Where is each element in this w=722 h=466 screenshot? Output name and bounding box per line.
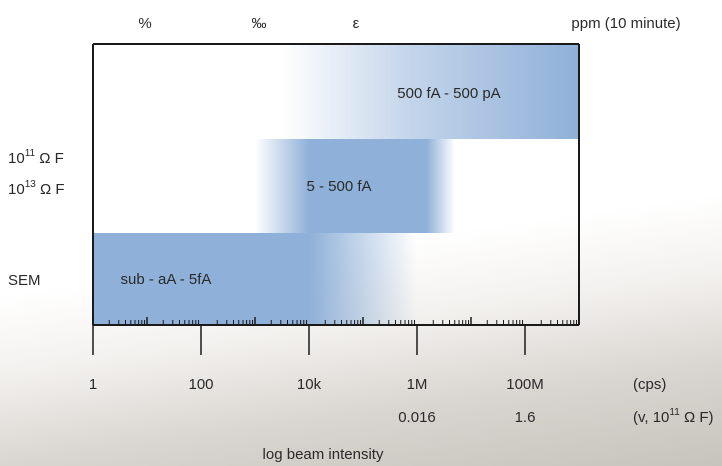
tick-label-1M: 1M	[407, 376, 428, 393]
bar-labels: 500 fA - 500 pA 5 - 500 fA sub - aA - 5f…	[121, 85, 501, 288]
tick-secondary-0.016: 0.016	[398, 409, 436, 426]
bar-label-sub-aa-5fa: sub - aA - 5fA	[121, 271, 212, 288]
top-labels: % ‰ ε ppm (10 minute)	[138, 15, 680, 32]
x-axis-ticks	[92, 317, 578, 355]
tick-label-10k: 10k	[297, 376, 322, 393]
row-label-sem: SEM	[8, 272, 41, 289]
plot-frame	[92, 43, 580, 326]
bar-2-fade	[309, 233, 417, 325]
row-labels: 1011 Ω F 1013 Ω F SEM	[8, 148, 65, 289]
x-axis-title: log beam intensity	[263, 446, 384, 463]
bar-1-solid	[309, 139, 427, 233]
bar-1-fade-right	[426, 139, 455, 233]
tick-label-1: 1	[89, 376, 97, 393]
x-tick-labels: 1 100 10k 1M 0.016 100M 1.6	[89, 376, 544, 426]
tick-label-100M: 100M	[506, 376, 544, 393]
row-label-10-11: 1011 Ω F	[8, 148, 64, 167]
tick-label-100: 100	[188, 376, 213, 393]
row-label-10-13: 1013 Ω F	[8, 179, 65, 198]
top-label-percent: %	[138, 15, 151, 32]
bar-2-solid	[93, 233, 309, 325]
bar-0-fill	[280, 44, 579, 139]
bar-1-fade-left	[255, 139, 309, 233]
bar-1	[255, 139, 455, 233]
bar-label-500fa-500pa: 500 fA - 500 pA	[397, 85, 500, 102]
bars-layer	[93, 44, 579, 325]
tick-secondary-1.6: 1.6	[515, 409, 536, 426]
bar-2	[93, 233, 417, 325]
top-label-epsilon: ε	[353, 15, 360, 32]
top-label-permille: ‰	[252, 15, 267, 32]
unit-label-cps: (cps)	[633, 376, 666, 393]
unit-label-volts: (v, 1011 Ω F)	[633, 407, 714, 426]
x-unit-labels: (cps) (v, 1011 Ω F)	[633, 376, 714, 426]
top-label-ppm: ppm (10 minute)	[571, 15, 680, 32]
bar-0	[280, 44, 579, 139]
bar-label-5-500fa: 5 - 500 fA	[306, 178, 371, 195]
